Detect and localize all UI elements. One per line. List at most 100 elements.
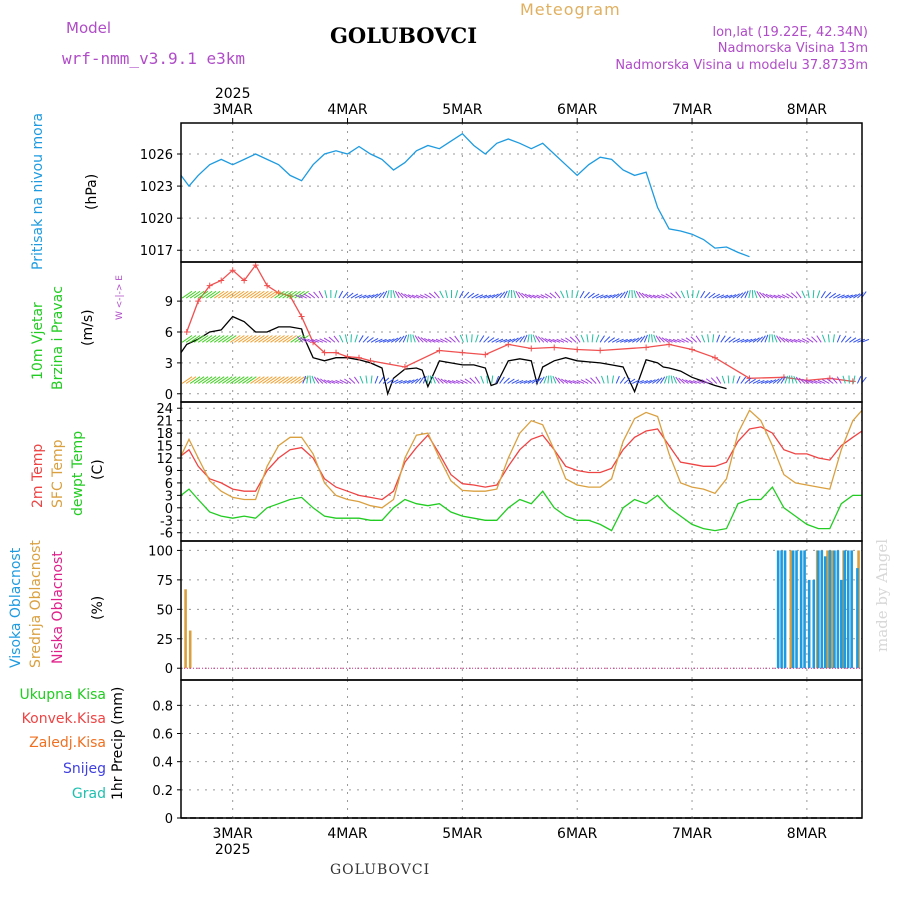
legend-ukupna-kisa: Ukupna Kisa — [19, 687, 106, 703]
wind-barb — [474, 376, 480, 384]
wind-gust-mark — [528, 345, 535, 352]
wind-barb — [386, 290, 390, 299]
wind-barb — [189, 290, 201, 299]
wind-barb — [661, 294, 669, 299]
wind-barb — [836, 376, 842, 384]
model-label: Model — [66, 19, 112, 37]
wind-barb — [540, 294, 549, 299]
wind-barb — [487, 294, 496, 299]
wind-barb — [670, 292, 677, 299]
wind-barb — [740, 376, 747, 384]
wind-barb — [181, 376, 193, 384]
wind-barb — [185, 335, 197, 343]
wind-tick-label: 9 — [165, 295, 173, 310]
wind-barb — [189, 376, 201, 384]
wind-barb — [523, 334, 528, 343]
wind-barb — [370, 293, 379, 299]
wind-barb — [795, 376, 802, 384]
wind-barb — [418, 376, 425, 384]
wind-barb — [532, 334, 537, 343]
wind-barb — [324, 290, 328, 299]
wind-barb — [727, 375, 730, 384]
wind-barb — [544, 338, 553, 343]
wind-barb — [370, 338, 379, 343]
wind-barb — [680, 290, 686, 299]
wind-barb — [459, 334, 464, 343]
wind-barb — [724, 336, 731, 343]
wind-barb — [238, 376, 249, 384]
wind-barb — [816, 290, 821, 299]
wind-barb — [547, 375, 550, 384]
wind-barb — [491, 375, 494, 384]
wind-barb — [449, 336, 456, 343]
wind-barb — [776, 377, 783, 384]
wind-barb — [852, 375, 856, 384]
wind-gust-mark — [666, 341, 673, 348]
wind-barb — [543, 375, 548, 384]
wind-barb — [335, 379, 344, 384]
wind-barb — [653, 334, 657, 343]
cloud-bar — [820, 550, 824, 669]
wind-barb — [254, 290, 265, 299]
wind-barb — [853, 338, 861, 343]
wind-barb — [524, 293, 533, 299]
wind-barb — [362, 336, 369, 343]
wind-barb — [744, 290, 749, 299]
wind-gust-mark — [344, 353, 351, 360]
wind-barb — [511, 379, 520, 384]
wind-barb — [636, 379, 644, 384]
wind-barb — [686, 290, 690, 299]
cloud-bar — [823, 556, 827, 669]
wind-gust-mark — [321, 349, 328, 356]
wind-barb — [338, 290, 344, 299]
wind-barb — [407, 379, 415, 384]
wind-barb — [519, 335, 525, 343]
wind-barb — [580, 334, 585, 343]
wind-barb — [306, 375, 309, 384]
wind-barb — [487, 337, 495, 343]
wind-barb — [230, 290, 241, 299]
wind-barb — [736, 375, 741, 384]
wind-barb — [697, 379, 705, 384]
clouds-tick-label: 75 — [156, 574, 173, 589]
cloud-bar — [817, 550, 820, 669]
wind-barb — [833, 293, 841, 299]
wind-barb — [222, 335, 233, 343]
wind-barb — [242, 290, 253, 299]
temperature-tick-label: 24 — [156, 402, 173, 417]
wind-barb — [454, 335, 460, 343]
wind-barb — [437, 377, 444, 384]
wind-gust-mark — [356, 354, 363, 361]
wind-barb — [797, 338, 806, 343]
temperature-tick-label: -3 — [160, 514, 173, 529]
cloud-bar — [807, 579, 811, 669]
wind-barb — [773, 334, 778, 343]
wind-barb — [308, 292, 316, 299]
wind-barb — [784, 375, 789, 384]
wind-barb — [607, 337, 616, 343]
wind-barb — [222, 376, 233, 384]
wind-barb — [503, 377, 510, 384]
wind-gust-mark — [597, 347, 604, 354]
wind-series-line — [180, 315, 727, 397]
wind-barb — [776, 335, 782, 343]
wind-gust-mark — [482, 351, 489, 358]
wind-barb — [557, 377, 565, 384]
wind-barb — [218, 335, 229, 343]
clouds-tick-label: 25 — [156, 633, 173, 648]
wind-barb — [707, 334, 710, 343]
wind-barb — [429, 375, 432, 384]
wind-barb — [802, 378, 810, 384]
wind-barb — [736, 292, 744, 299]
wind-barb — [290, 290, 301, 299]
wind-barb — [651, 334, 653, 343]
wind-barb — [431, 375, 436, 384]
wind-barb — [424, 293, 432, 299]
wind-barb — [788, 375, 791, 384]
temperature-tick-label: 0 — [165, 502, 173, 517]
wind-barb — [386, 338, 395, 343]
wind-barb — [793, 375, 798, 384]
wind-barb — [397, 291, 404, 299]
wind-barb — [201, 290, 213, 299]
cloud-bar — [799, 550, 803, 669]
